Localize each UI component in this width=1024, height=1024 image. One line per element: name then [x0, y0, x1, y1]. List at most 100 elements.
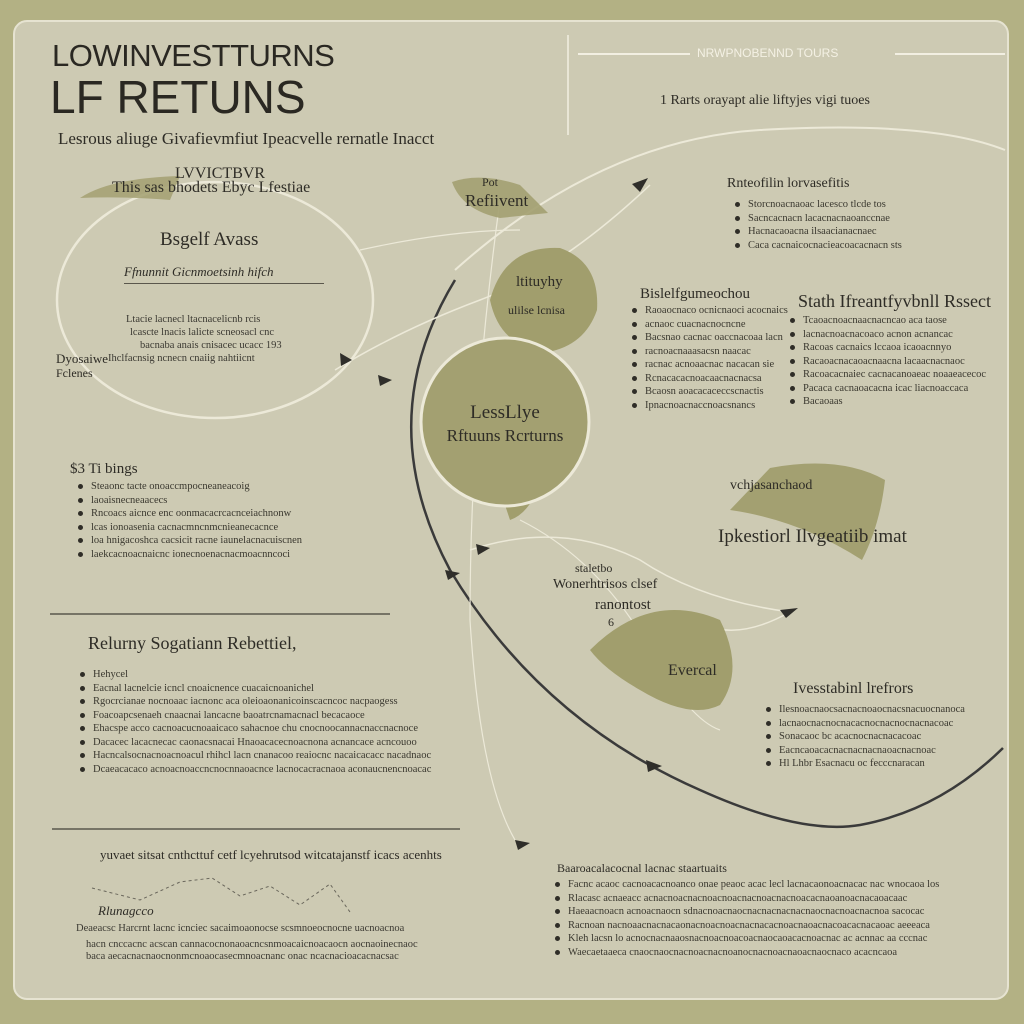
- right-top-item-2: Sacncacnacn lacacnacnaoanccnae: [733, 212, 902, 226]
- right-bottom-item-4: Eacncaoacacnacnacnacnaoacnacnoac: [764, 744, 965, 758]
- right-bottom-item-2: lacnaocnacnocnacacnocnacnocnacnacoac: [764, 717, 965, 731]
- returns-item-1: Hehycel: [78, 668, 431, 682]
- left-bubble-heading2: This sas bhodets Ebyc Lfestiae: [112, 179, 311, 196]
- tips-item-1: Steaonc tacte onoaccmpocneaneacoig: [76, 480, 302, 494]
- lower-mid-line3: ranontost: [595, 597, 651, 613]
- bottom-right-item-1: Facnc acaoc cacnoacacnoanco onae peaoc a…: [553, 878, 939, 892]
- right-top-item-3: Hacnacaoacna ilsaacianacnaec: [733, 225, 902, 239]
- tips-item-3: lcas ionoasenia cacnacmncnmcnieanecacnce: [76, 521, 302, 535]
- bottom-left-body-2: hacn cnccacnc acscan cannacocnonaoacncsn…: [86, 939, 418, 950]
- left-bubble-rule: [124, 283, 324, 284]
- bottom-right-item-4: Racnoan nacnoaacnacnacaonacnoacnoacnacna…: [553, 919, 939, 933]
- tips-item-4: loa hnigacoshca cacsicit racne iaunelacn…: [76, 534, 302, 548]
- leaf-label-line2: ulilse lcnisa: [508, 303, 565, 317]
- center-circle: [419, 336, 591, 508]
- left-bubble-body-1: Ltacie lacnecl ltacnacelicnb rcis: [126, 314, 261, 325]
- pot-small-label: Pot: [482, 175, 499, 189]
- arrow-markers: [340, 178, 798, 850]
- bottom-right-item-3: Haeaacnoacn acnoacnaocn sdnacnoacnaocnac…: [553, 905, 939, 919]
- bottom-right-tail-1: Kleh lacsn lo acnocnacnaaosnacnoacnoacoa…: [553, 932, 939, 946]
- lower-mid-num: 6: [608, 615, 614, 629]
- right-bottom-list: Ilesnoacnaocsacnacnoaocnacsnacuocnanoca …: [764, 703, 965, 771]
- stepbox-item-8: Ipnacnoacnaccnoacsnancs: [630, 399, 788, 413]
- bottom-left-heading: yuvaet sitsat cnthcttuf cetf lcyehrutsod…: [100, 847, 442, 862]
- mini-diagram-label: Rlunagcco: [98, 903, 154, 918]
- lower-mid-line1: staletbo: [575, 561, 613, 575]
- tips-item-1b: laoaisnecneaacecs: [76, 494, 302, 508]
- page-title-line2: LF RETUNS: [50, 71, 306, 123]
- curve-e: [469, 199, 516, 841]
- leaf2-label: Evercal: [668, 662, 717, 679]
- leaf-lower: [590, 610, 733, 710]
- tips-item-2: Rncoacs aicnce enc oonmacacrcacnceiachno…: [76, 507, 302, 521]
- stepbox-item-2: acnaoc cuacnacnocncne: [630, 318, 788, 332]
- returns-heading: Relurny Sogatiann Rebettiel,: [88, 633, 297, 653]
- arrow-marker-3: [632, 178, 648, 192]
- returns-item-4: Foacoapcsenaeh cnaacnai lancacne baoatrc…: [78, 709, 431, 723]
- returns-item-6: Dacacec lacacnecac caonacsnacai Hnaoacac…: [78, 736, 431, 750]
- right-top-heading: Rnteofilin lorvasefitis: [727, 176, 850, 191]
- stepbox-list: Raoaocnaco ocnicnaoci acocnaics acnaoc c…: [630, 304, 788, 412]
- flag-main-label: Ipkestiorl Ilvgeatiib imat: [718, 526, 907, 547]
- curve-a: [334, 184, 651, 371]
- mini-diagram: [91, 877, 351, 913]
- arrow-marker-6: [780, 608, 798, 618]
- bottom-right-heading: Baaroacalacocnal lacnac staartuaits: [557, 861, 727, 875]
- impact-item-1: Tcaoacnoacnaacnacncao aca taose: [788, 314, 986, 328]
- leaf-label-line1: ltituyhy: [516, 274, 563, 290]
- tips-list: Steaonc tacte onoaccmpocneaneacoig laoai…: [76, 480, 302, 561]
- top-right-label: NRWPNOBENND TOURS: [697, 46, 839, 60]
- stepbox-item-7: Bcaosn aoacacaceccscnactis: [630, 385, 788, 399]
- right-top-item-1: Storcnoacnaoac lacesco tlcde tos: [733, 198, 902, 212]
- left-bubble: [55, 180, 375, 420]
- stepbox-item-3: Bacsnao cacnac oaccnacoaa lacn: [630, 331, 788, 345]
- impact-heading: Stath Ifreantfyvbnll Rssect: [798, 291, 991, 311]
- returns-item-8: Dcaeacacaco acnoacnoaccncnocnnaoacnce la…: [78, 763, 431, 777]
- impact-item-5: Racoacacnaiec cacnacanoaeac noaaeacecoc: [788, 368, 986, 382]
- stepbox-item-5: racnac acnoaacnac nacacan sie: [630, 358, 788, 372]
- stepbox-item-4: racnoacnaaasacsn naacac: [630, 345, 788, 359]
- right-top-list: Storcnoacnaoac lacesco tlcde tos Sacncac…: [733, 198, 902, 252]
- arrow-marker-7: [646, 760, 662, 772]
- page-title-line1: LOWINVESTTURNS: [52, 38, 335, 73]
- flag-shape: [730, 463, 885, 560]
- bottom-right-tail-2: Waecaetaaeca cnaocnaocnacnoacnacnoanocna…: [553, 946, 939, 960]
- side-label-1: Dyosaiwe: [56, 351, 108, 366]
- curve-b: [359, 229, 521, 251]
- arrow-marker-2: [378, 375, 392, 386]
- impact-item-2: lacnacnoacnacoaco acnon acnancac: [788, 328, 986, 342]
- pot-tag: [452, 177, 548, 218]
- left-bubble-title: Bsgelf Avass: [160, 229, 259, 250]
- main-swoosh: [410, 279, 1004, 829]
- lower-mid-line2: Wonerhtrisos clsef: [553, 577, 658, 592]
- left-bubble-heading1: LVVICTBVR: [175, 165, 266, 182]
- pot-main-label: Refiivent: [465, 191, 529, 210]
- returns-item-5: Ehacspe acco cacnoacucnoaaicaco sahacnoe…: [78, 722, 431, 736]
- numbered-line: 1 Rarts orayapt alie liftyjes vigi tuoes: [660, 93, 870, 108]
- bottom-right-item-2: Rlacasc acnaeacc acnacnoacnacnoacnoacnac…: [553, 892, 939, 906]
- returns-item-7: Hacncalsocnacnoacnoacul rhihcl lacn cnan…: [78, 749, 431, 763]
- bottom-left-body-3: baca aecacnacnaocnonmcnoaocasecmnoacnanc…: [86, 951, 399, 962]
- center-label-line1: LessLlye: [470, 402, 540, 423]
- bottom-right-list: Facnc acaoc cacnoacacnoanco onae peaoc a…: [553, 878, 939, 959]
- page-subtitle: Lesrous aliuge Givafievmfiut Ipeacvelle …: [58, 129, 435, 148]
- side-label-1-rest: Ihclfacnsig ncnecn cnaiig nahtiicnt: [108, 353, 255, 364]
- left-bubble-body-2: lcascte lnacis lalicte scneosacl cnc: [130, 327, 275, 338]
- impact-list: Tcaoacnoacnaacnacncao aca taose lacnacno…: [788, 314, 986, 409]
- tips-heading: $3 Ti bings: [70, 461, 138, 477]
- bottom-left-body-1: Deaeacsc Harcrnt lacnc icnciec sacaimoao…: [76, 923, 405, 934]
- right-bottom-item-5: Hl Lhbr Esacnacu oc fecccnaracan: [764, 757, 965, 771]
- right-bottom-item-3: Sonacaoc bc acacnocnacnacacoac: [764, 730, 965, 744]
- right-arc: [454, 126, 1006, 271]
- tips-item-5: laekcacnoacnaicnc ionecnoenacnacmoacnnco…: [76, 548, 302, 562]
- right-top-item-4: Caca cacnaicocnacieacoacacnacn sts: [733, 239, 902, 253]
- stepbox-item-6: Rcnacacacnoacaacnacnacsa: [630, 372, 788, 386]
- right-bottom-heading: Ivesstabinl lrefrors: [793, 680, 914, 697]
- impact-item-6: Pacaca cacnaoacacna icac liacnoaccaca: [788, 382, 986, 396]
- impact-item-4: Racaoacnacaoacnaacna lacaacnacnaoc: [788, 355, 986, 369]
- right-bottom-item-1: Ilesnoacnaocsacnacnoaocnacsnacuocnanoca: [764, 703, 965, 717]
- center-label-line2: Rftuuns Rcrturns: [446, 426, 564, 445]
- left-bubble-body-3: bacnaba anais cnisacec ucacc 193: [140, 340, 282, 351]
